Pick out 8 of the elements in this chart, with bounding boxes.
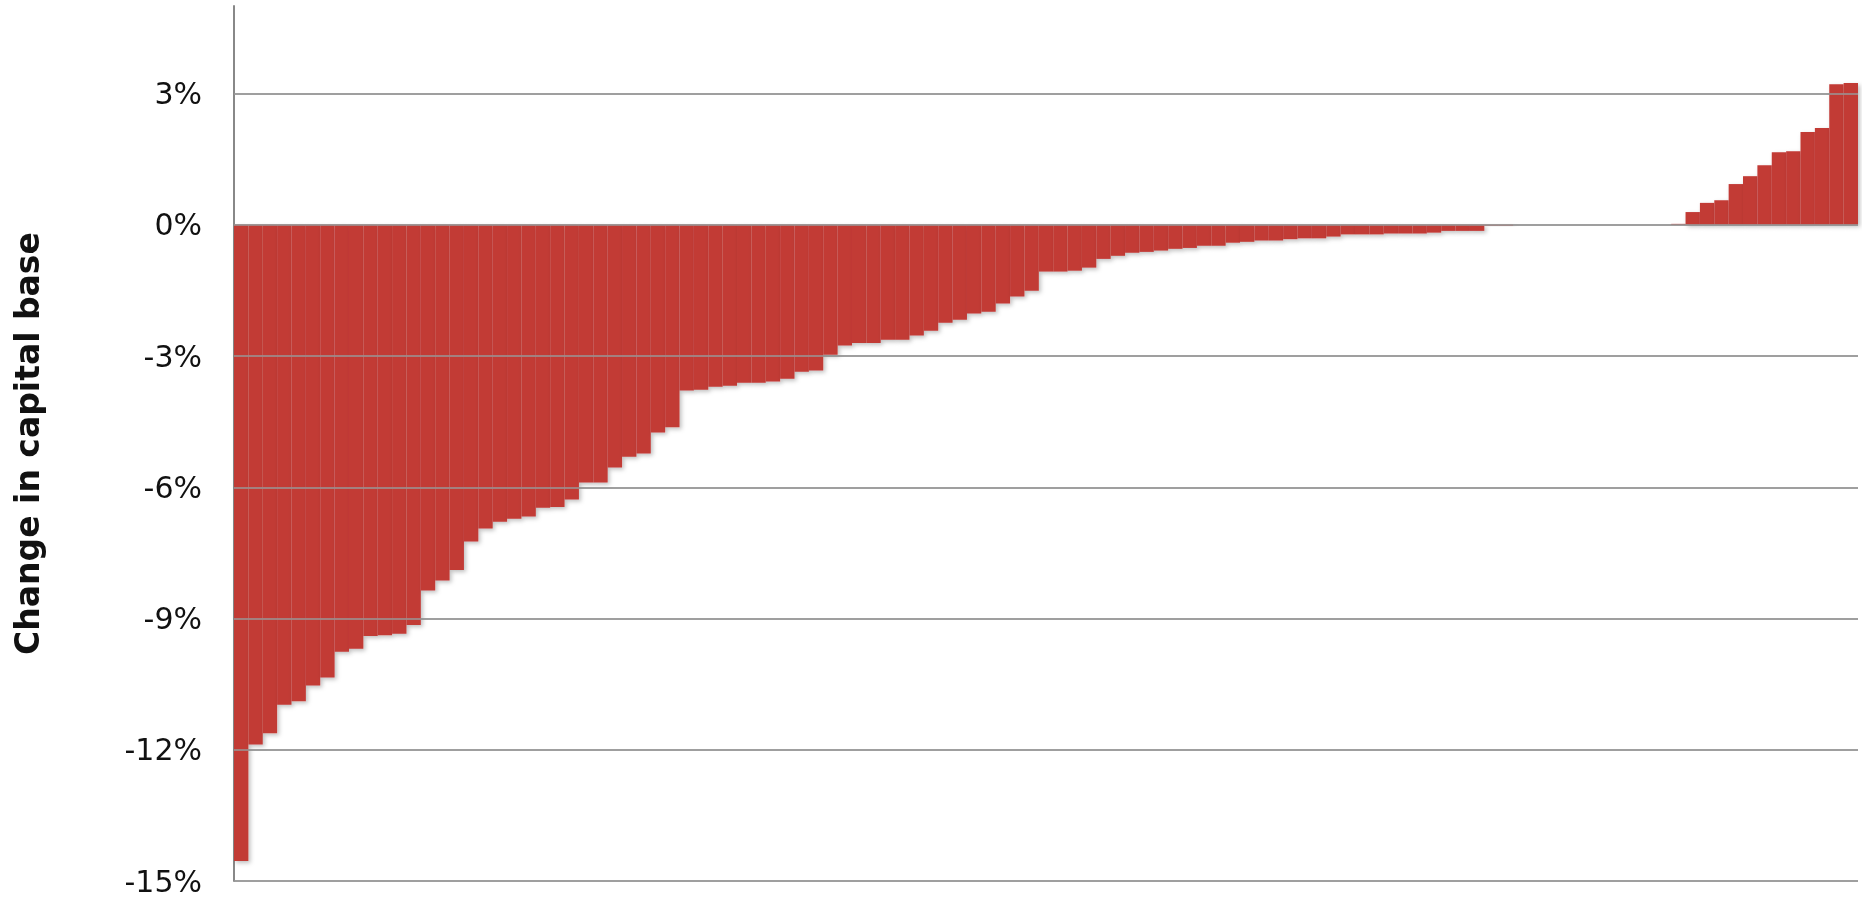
y-tick-label: -6% (143, 469, 202, 505)
y-tick-label: 0% (154, 207, 202, 243)
y-tick-label: -15% (124, 863, 202, 899)
y-axis-title: Change in capital base (8, 232, 47, 655)
y-tick-label: -3% (143, 338, 202, 374)
y-tick-label: -9% (143, 601, 202, 636)
y-tick-label: 3% (154, 76, 202, 111)
y-tick-label: -12% (124, 732, 202, 768)
